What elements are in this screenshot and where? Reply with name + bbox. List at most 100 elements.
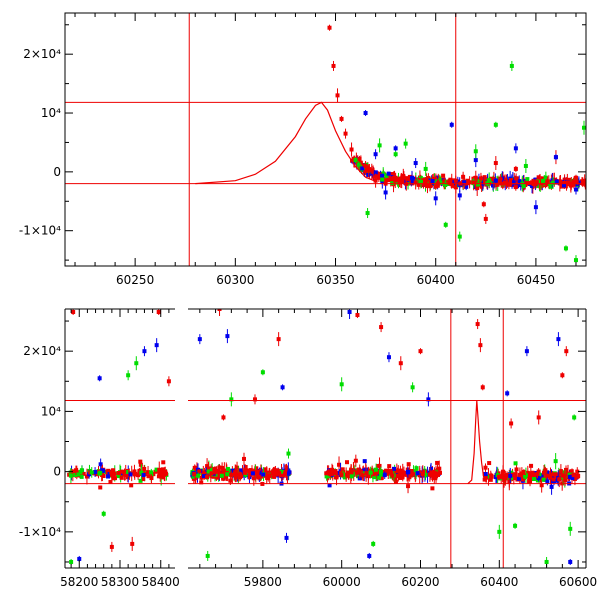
data-point <box>441 173 446 178</box>
data-point <box>437 466 442 471</box>
outlier-point <box>568 559 573 564</box>
data-point <box>98 470 103 475</box>
data-point <box>528 476 533 481</box>
data-point <box>557 477 562 482</box>
data-point <box>427 472 432 477</box>
y-tick-label: 10⁴ <box>41 404 61 418</box>
data-point <box>100 468 105 473</box>
data-point <box>89 470 94 475</box>
data-point <box>235 465 240 470</box>
data-point <box>225 466 230 471</box>
data-point <box>541 477 546 482</box>
data-point <box>483 465 488 470</box>
data-point <box>387 464 392 469</box>
data-point <box>432 471 437 476</box>
data-point <box>372 475 377 480</box>
data-point <box>238 475 243 480</box>
data-point <box>383 178 388 183</box>
data-point <box>429 467 434 472</box>
data-point <box>493 475 498 480</box>
outlier-point <box>142 349 147 354</box>
data-point <box>161 460 166 465</box>
outlier-point <box>493 161 498 166</box>
outlier-point <box>497 529 502 534</box>
data-point <box>139 470 144 475</box>
data-point <box>410 175 415 180</box>
data-point <box>502 477 507 482</box>
data-point <box>418 180 423 185</box>
data-point <box>519 477 524 482</box>
outlier-point <box>126 373 131 378</box>
data-point <box>508 473 513 478</box>
data-point <box>161 472 166 477</box>
data-point <box>386 171 391 176</box>
data-point <box>124 470 129 475</box>
outlier-point <box>221 415 226 420</box>
data-point <box>525 177 530 182</box>
x-tick-label: 58300 <box>101 575 139 589</box>
outlier-point <box>449 122 454 127</box>
outlier-point <box>386 355 391 360</box>
y-tick-label: -1×10⁴ <box>19 525 61 539</box>
outlier-point <box>353 158 358 163</box>
data-point <box>213 469 218 474</box>
data-point <box>487 461 492 466</box>
data-point <box>371 169 376 174</box>
data-point <box>411 472 416 477</box>
data-point <box>543 175 548 180</box>
data-point <box>324 471 329 476</box>
data-point <box>93 470 98 475</box>
data-point <box>241 456 246 461</box>
data-point <box>138 478 143 483</box>
data-point <box>356 162 361 167</box>
data-point <box>543 183 548 188</box>
outlier-point <box>101 511 106 516</box>
data-point <box>530 470 535 475</box>
data-point <box>220 465 225 470</box>
data-point <box>575 469 580 474</box>
data-point <box>526 474 531 479</box>
x-tick-label: 60400 <box>417 273 455 287</box>
data-point <box>225 472 230 477</box>
data-point <box>261 472 266 477</box>
data-point <box>489 177 494 182</box>
data-point <box>514 176 519 181</box>
top-plot-area <box>65 13 586 266</box>
data-point <box>465 178 470 183</box>
data-point <box>437 470 442 475</box>
outlier-point <box>393 175 398 180</box>
outlier-point <box>109 544 114 549</box>
outlier-point <box>568 526 573 531</box>
outlier-point <box>418 349 423 354</box>
data-point <box>543 468 548 473</box>
data-point <box>576 473 581 478</box>
outlier-point <box>524 349 529 354</box>
data-point <box>507 479 512 484</box>
data-point <box>551 180 556 185</box>
data-point <box>531 477 536 482</box>
data-point <box>564 467 569 472</box>
data-point <box>536 469 541 474</box>
outlier-point <box>457 193 462 198</box>
data-point <box>329 468 334 473</box>
outlier-point <box>556 337 561 342</box>
data-point <box>437 178 442 183</box>
data-point <box>151 472 156 477</box>
data-point <box>377 463 382 468</box>
data-point <box>156 474 161 479</box>
data-point <box>430 486 435 491</box>
data-point <box>366 172 371 177</box>
data-point <box>425 472 430 477</box>
outlier-point <box>339 116 344 121</box>
data-point <box>137 471 142 476</box>
data-point <box>536 476 541 481</box>
y-tick-label: 10⁴ <box>41 106 61 120</box>
data-point <box>382 472 387 477</box>
outlier-point <box>225 334 230 339</box>
data-point <box>379 469 384 474</box>
outlier-point <box>478 343 483 348</box>
outlier-point <box>331 63 336 68</box>
data-point <box>340 467 345 472</box>
data-point <box>548 475 553 480</box>
